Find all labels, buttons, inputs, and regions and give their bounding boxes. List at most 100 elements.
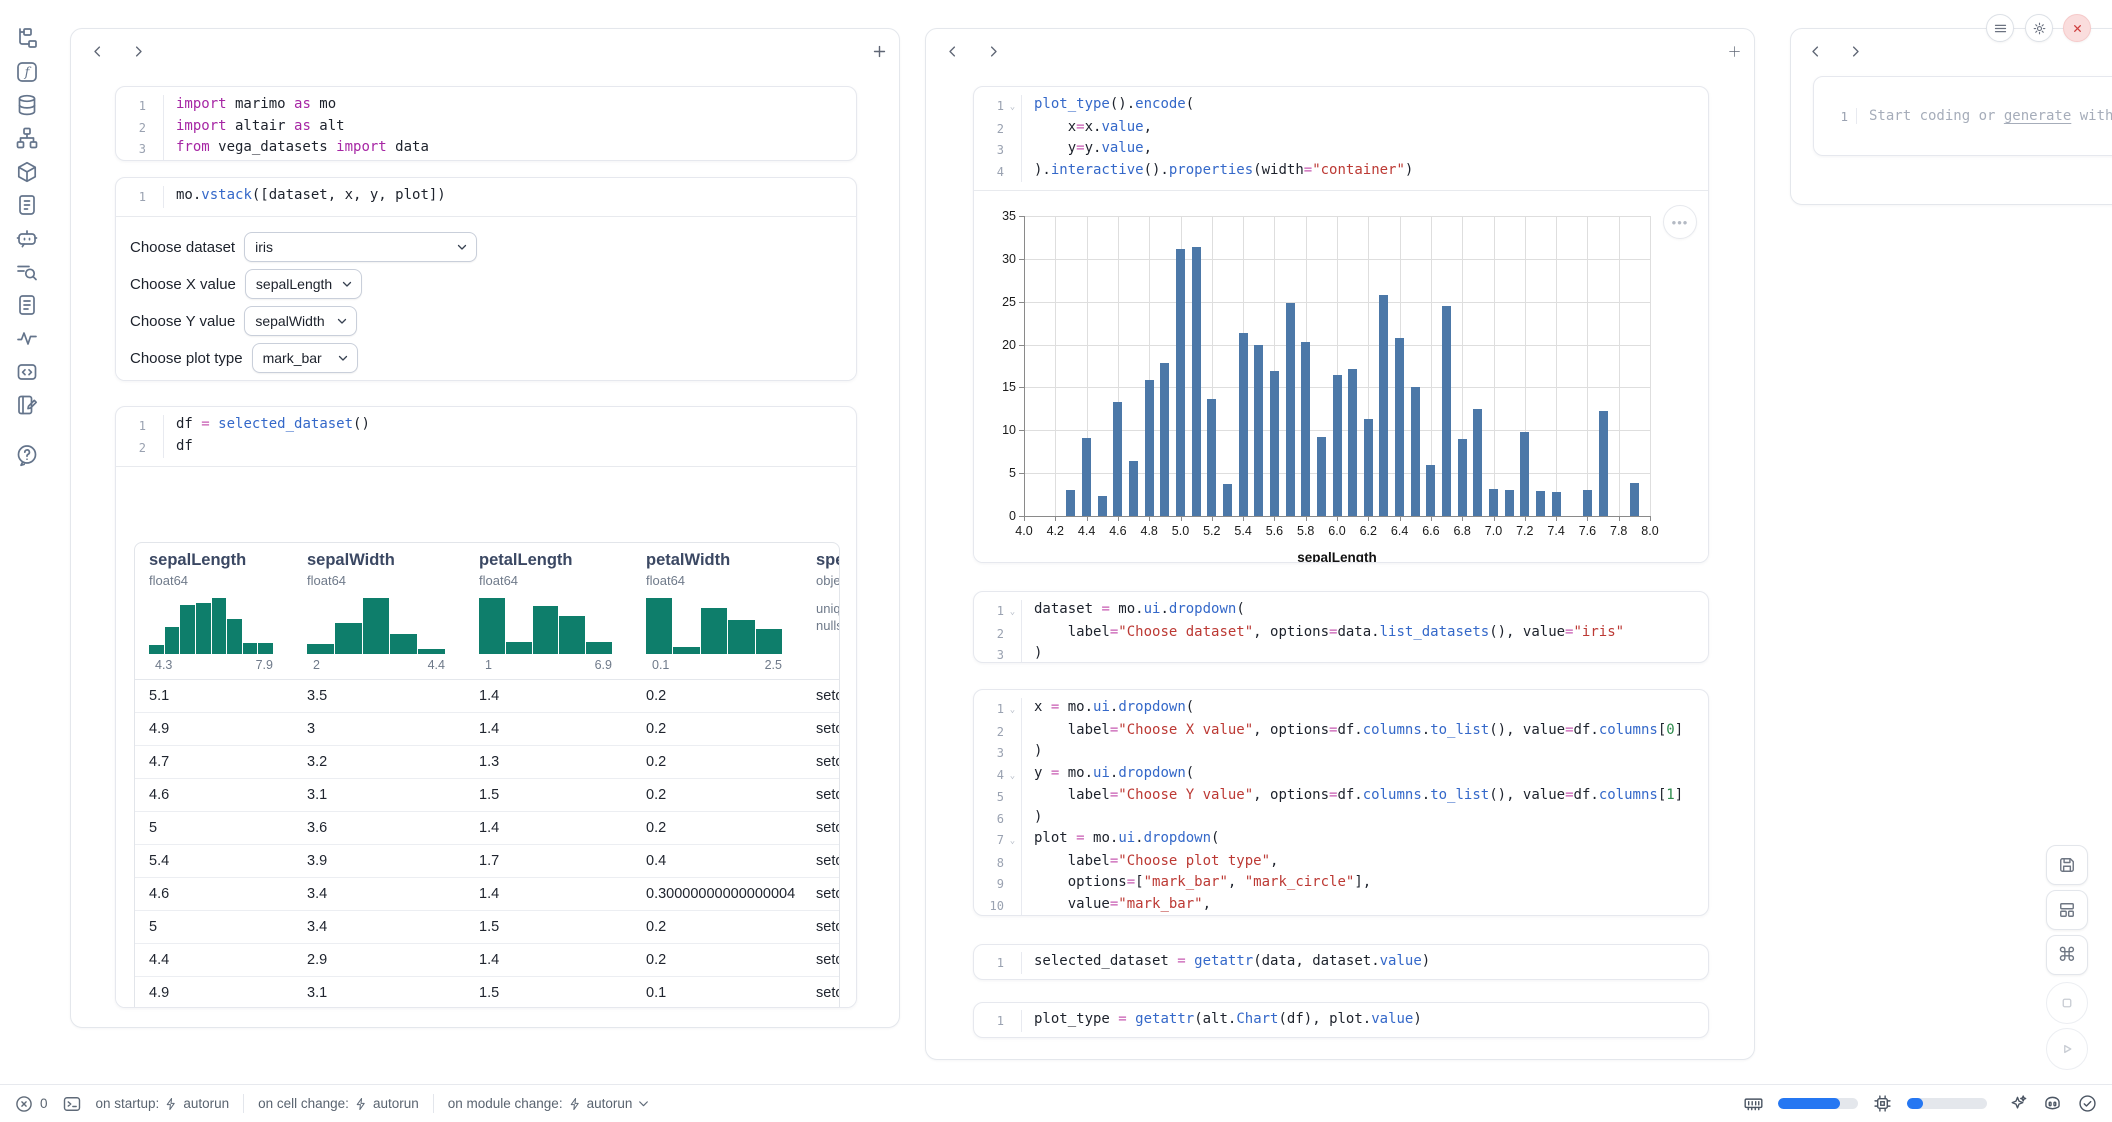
save-button[interactable] xyxy=(2046,845,2088,885)
add-column-icon[interactable] xyxy=(867,39,891,63)
cell-dataframe[interactable]: 1df = selected_dataset()2df sepalLengthf… xyxy=(115,406,857,1008)
chart-bar[interactable] xyxy=(1348,369,1357,516)
code-line[interactable]: 1⌄dataset = mo.ui.dropdown( xyxy=(974,600,1708,623)
code-line[interactable]: 3) xyxy=(974,644,1708,663)
chart-bar[interactable] xyxy=(1489,489,1498,516)
fold-chevron-icon[interactable]: ⌄ xyxy=(1004,600,1021,623)
code-line[interactable]: 3) xyxy=(974,742,1708,764)
code-line[interactable]: 1df = selected_dataset() xyxy=(116,415,856,437)
code-line[interactable]: 2import altair as alt xyxy=(116,117,856,139)
chart-bar[interactable] xyxy=(1395,338,1404,516)
code-line[interactable]: 2 label="Choose dataset", options=data.l… xyxy=(974,623,1708,645)
fold-chevron-icon[interactable]: ⌄ xyxy=(1004,95,1021,118)
chart-bar[interactable] xyxy=(1223,484,1232,516)
table-row[interactable]: 4.42.91.40.2setosa xyxy=(135,944,839,977)
layout-button[interactable] xyxy=(2046,890,2088,930)
scroll-left-icon[interactable] xyxy=(1803,39,1827,63)
functions-icon[interactable]: f xyxy=(15,60,39,84)
code-line[interactable]: 3from vega_datasets import data xyxy=(116,138,856,160)
chart-bar[interactable] xyxy=(1066,490,1075,516)
table-row[interactable]: 5.13.51.40.2setosa xyxy=(135,680,839,713)
dependency-graph-icon[interactable] xyxy=(15,126,39,150)
code-line[interactable]: 5 label="Choose Y value", options=df.col… xyxy=(974,786,1708,808)
code-line[interactable]: 2df xyxy=(116,437,856,459)
chart-bar[interactable] xyxy=(1145,380,1154,516)
log-search-icon[interactable] xyxy=(15,260,39,284)
autorun-setting[interactable]: on cell change:autorun xyxy=(258,1096,419,1111)
chart-bar[interactable] xyxy=(1458,439,1467,516)
run-button[interactable] xyxy=(2046,1028,2088,1070)
code-line[interactable]: 3 y=y.value, xyxy=(974,139,1708,161)
gear-icon[interactable] xyxy=(2025,14,2053,42)
help-icon[interactable] xyxy=(15,443,39,467)
fold-chevron-icon[interactable]: ⌄ xyxy=(1004,698,1021,721)
cell-vstack[interactable]: 1mo.vstack([dataset, x, y, plot]) Choose… xyxy=(115,177,857,381)
column-header[interactable]: sepalWidthfloat6424.4 xyxy=(293,543,465,679)
chart-bar[interactable] xyxy=(1442,306,1451,516)
chart-bar[interactable] xyxy=(1082,438,1091,516)
chart-bar[interactable] xyxy=(1520,432,1529,516)
scroll-right-icon[interactable] xyxy=(126,39,150,63)
stop-button[interactable] xyxy=(2046,982,2088,1024)
chart-bar[interactable] xyxy=(1505,490,1514,516)
code-placeholder[interactable]: Start coding or generate with xyxy=(1856,108,2112,124)
datasources-icon[interactable] xyxy=(15,93,39,117)
code-line[interactable]: 4⌄y = mo.ui.dropdown( xyxy=(974,764,1708,787)
code-editor[interactable]: 1import marimo as mo2import altair as al… xyxy=(116,87,856,161)
table-row[interactable]: 4.63.41.40.30000000000000004setosa xyxy=(135,878,839,911)
chart-bar[interactable] xyxy=(1160,363,1169,516)
chart-menu-icon[interactable]: ••• xyxy=(1663,205,1697,239)
cell-plot-type[interactable]: 1plot_type = getattr(alt.Chart(df), plot… xyxy=(973,1002,1709,1038)
fold-chevron-icon[interactable]: ⌄ xyxy=(1004,764,1021,787)
table-row[interactable]: 4.931.40.2setosa xyxy=(135,713,839,746)
chart-bar[interactable] xyxy=(1192,247,1201,516)
tracing-icon[interactable] xyxy=(15,326,39,350)
chart-bar[interactable] xyxy=(1270,371,1279,516)
code-line[interactable]: 4).interactive().properties(width="conta… xyxy=(974,161,1708,183)
code-editor[interactable]: 1⌄plot_type().encode(2 x=x.value,3 y=y.v… xyxy=(974,87,1708,190)
chart-bar[interactable] xyxy=(1129,461,1138,516)
chart-bar[interactable] xyxy=(1583,490,1592,516)
dropdown-select[interactable]: iris xyxy=(244,232,477,262)
menu-icon[interactable] xyxy=(1986,14,2014,42)
dropdown-select[interactable]: sepalLength xyxy=(245,269,362,299)
cell-chart[interactable]: 1⌄plot_type().encode(2 x=x.value,3 y=y.v… xyxy=(973,86,1709,563)
logs-icon[interactable] xyxy=(15,193,39,217)
cell-selected-dataset[interactable]: 1selected_dataset = getattr(data, datase… xyxy=(973,944,1709,980)
code-line[interactable]: 7⌄plot = mo.ui.dropdown( xyxy=(974,829,1708,852)
table-row[interactable]: 4.63.11.50.2setosa xyxy=(135,779,839,812)
scroll-left-icon[interactable] xyxy=(85,39,109,63)
code-editor[interactable]: 1mo.vstack([dataset, x, y, plot]) xyxy=(116,178,856,216)
code-line[interactable]: 1⌄plot_type().encode( xyxy=(974,95,1708,118)
code-line[interactable]: 1mo.vstack([dataset, x, y, plot]) xyxy=(116,186,856,208)
column-header[interactable]: sepalLengthfloat644.37.9 xyxy=(135,543,293,679)
snippets-icon[interactable] xyxy=(15,360,39,384)
chart-bar[interactable] xyxy=(1630,483,1639,516)
scroll-right-icon[interactable] xyxy=(1843,39,1867,63)
chart-bar[interactable] xyxy=(1364,419,1373,516)
chart-bar[interactable] xyxy=(1301,342,1310,516)
chart-bar[interactable] xyxy=(1113,402,1122,516)
packages-icon[interactable] xyxy=(15,160,39,184)
fold-chevron-icon[interactable]: ⌄ xyxy=(1004,829,1021,852)
code-editor[interactable]: 1⌄x = mo.ui.dropdown(2 label="Choose X v… xyxy=(974,690,1708,916)
terminal-icon[interactable] xyxy=(62,1094,82,1114)
cell-empty[interactable]: 1 Start coding or generate with xyxy=(1813,76,2112,156)
table-row[interactable]: 53.61.40.2setosa xyxy=(135,812,839,845)
code-line[interactable]: 9 options=["mark_bar", "mark_circle"], xyxy=(974,873,1708,895)
column-header[interactable]: speciesobjectunique:nulls: xyxy=(802,543,840,679)
table-row[interactable]: 5.43.91.70.4setosa xyxy=(135,845,839,878)
code-line[interactable]: 2 x=x.value, xyxy=(974,118,1708,140)
code-line[interactable]: 2 label="Choose X value", options=df.col… xyxy=(974,721,1708,743)
column-header[interactable]: petalWidthfloat640.12.5 xyxy=(632,543,802,679)
connection-status-icon[interactable] xyxy=(2077,1093,2098,1114)
scroll-left-icon[interactable] xyxy=(940,39,964,63)
code-line[interactable]: 1⌄x = mo.ui.dropdown( xyxy=(974,698,1708,721)
chart-bar[interactable] xyxy=(1552,492,1561,516)
table-row[interactable]: 4.93.11.50.1setosa xyxy=(135,977,839,1008)
code-line[interactable]: 10 value="mark_bar", xyxy=(974,895,1708,917)
chart-bar[interactable] xyxy=(1286,303,1295,516)
code-line[interactable]: 6) xyxy=(974,808,1708,830)
scratchpad-icon[interactable] xyxy=(15,393,39,417)
code-line[interactable]: 1plot_type = getattr(alt.Chart(df), plot… xyxy=(974,1010,1708,1032)
